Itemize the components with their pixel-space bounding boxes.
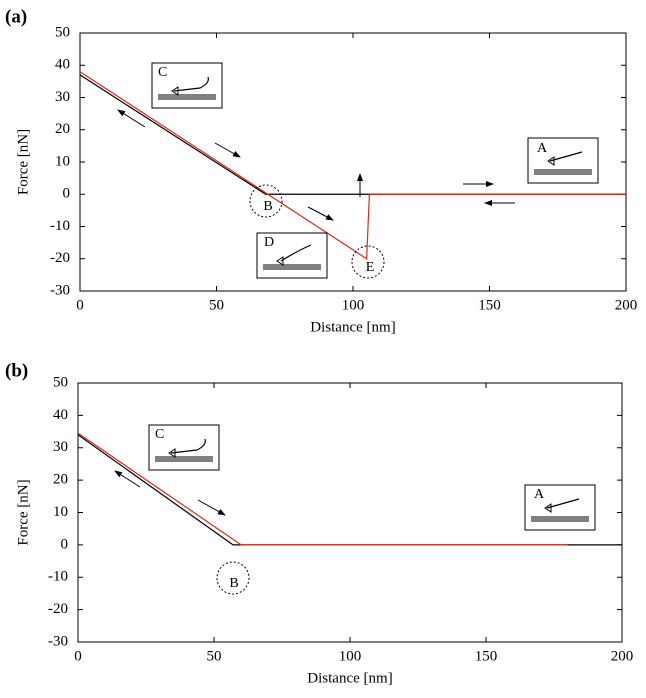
panel-label: (a) xyxy=(5,6,27,27)
y-tick-label: 20 xyxy=(55,121,70,137)
inset-box xyxy=(256,232,328,279)
y-tick-label: 40 xyxy=(55,57,70,73)
annotation: C xyxy=(155,427,164,442)
cantilever-tip xyxy=(276,256,284,266)
inset-box xyxy=(527,137,599,184)
y-axis-label: Force [nN] xyxy=(15,479,31,545)
y-axis-label: Force [nN] xyxy=(15,129,31,195)
data-line xyxy=(79,71,626,260)
inset-box xyxy=(524,484,596,531)
y-tick-label: 30 xyxy=(53,439,68,455)
marker-circle xyxy=(216,561,250,595)
inset-surface xyxy=(531,516,589,522)
x-tick-label: 100 xyxy=(342,297,365,313)
cantilever xyxy=(549,151,583,162)
inset-surface xyxy=(158,94,216,100)
y-tick-label: -10 xyxy=(50,218,70,234)
arrow xyxy=(197,499,226,516)
y-tick-label: -20 xyxy=(48,601,68,617)
y-tick-label: -30 xyxy=(50,282,70,298)
inset-surface xyxy=(263,264,321,270)
inset-box xyxy=(151,62,223,109)
x-axis-label: Distance [nm] xyxy=(307,670,392,686)
annotation: B xyxy=(229,576,238,591)
x-tick-label: 0 xyxy=(74,648,82,664)
y-tick-label: 50 xyxy=(55,24,70,40)
annotation: D xyxy=(264,235,274,250)
y-tick-label: 50 xyxy=(53,374,68,390)
y-tick-label: 10 xyxy=(53,504,68,520)
x-tick-label: 150 xyxy=(475,648,498,664)
x-tick-label: 200 xyxy=(615,297,638,313)
y-tick-label: 10 xyxy=(55,153,70,169)
inset-box xyxy=(148,424,220,471)
y-tick-label: -20 xyxy=(50,250,70,266)
x-tick-label: 150 xyxy=(478,297,501,313)
y-tick-label: 20 xyxy=(53,472,68,488)
inset-surface xyxy=(155,456,213,462)
x-tick-label: 50 xyxy=(207,648,222,664)
cantilever xyxy=(546,498,580,509)
cantilever-tip xyxy=(168,448,176,458)
arrow xyxy=(114,470,141,488)
y-tick-label: 0 xyxy=(61,536,69,552)
x-tick-label: 100 xyxy=(339,648,362,664)
data-line xyxy=(77,432,568,546)
y-tick-label: 30 xyxy=(55,89,70,105)
annotation: A xyxy=(537,141,548,156)
marker-circle xyxy=(249,184,283,218)
inset-surface xyxy=(534,169,592,175)
cantilever-tip xyxy=(171,86,179,96)
annotation: A xyxy=(534,487,545,502)
cantilever xyxy=(170,438,206,454)
marker-circle xyxy=(351,245,385,279)
arrow xyxy=(307,206,334,221)
panel-label: (b) xyxy=(5,360,28,381)
y-tick-label: -30 xyxy=(48,633,68,649)
x-tick-label: 200 xyxy=(611,648,634,664)
annotation: C xyxy=(158,65,167,80)
cantilever xyxy=(173,76,209,92)
annotation: B xyxy=(263,199,272,214)
x-tick-label: 0 xyxy=(76,297,84,313)
y-tick-label: 40 xyxy=(53,407,68,423)
annotation: E xyxy=(366,260,375,275)
x-tick-label: 50 xyxy=(209,297,224,313)
cantilever xyxy=(280,244,312,262)
arrow xyxy=(214,142,241,158)
x-axis-label: Distance [nm] xyxy=(310,319,395,335)
cantilever-tip xyxy=(544,503,552,513)
cantilever-tip xyxy=(547,156,555,166)
arrow xyxy=(117,109,146,128)
y-tick-label: 0 xyxy=(63,186,71,202)
y-tick-label: -10 xyxy=(48,569,68,585)
